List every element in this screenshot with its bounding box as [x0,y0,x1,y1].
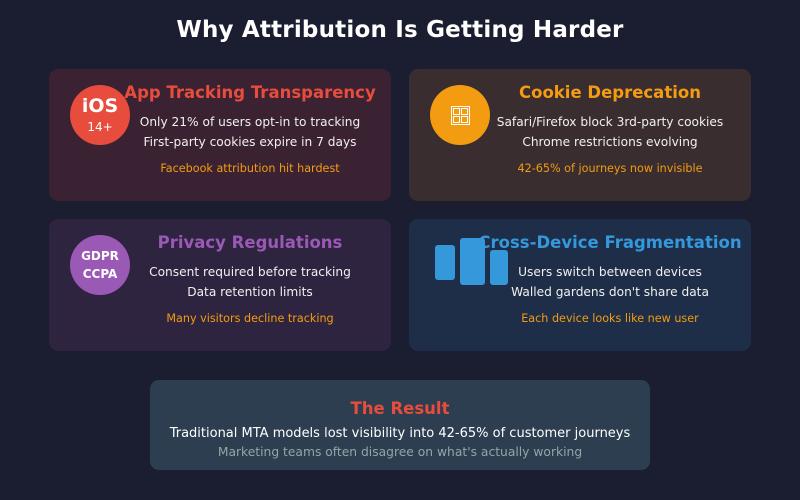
card-line: Walled gardens don't share data [511,285,709,299]
result-panel: The Result Traditional MTA models lost v… [150,380,650,470]
card-note: Each device looks like new user [521,312,699,325]
card-cross-device-fragmentation: Cross-Device Fragmentation Users switch … [409,219,751,351]
ios-version-label: 14+ [87,119,113,134]
ios-badge-label: iOS [81,94,119,117]
card-cookie-deprecation: Cookie Deprecation Safari/Firefox block … [409,69,751,201]
result-heading: The Result [350,399,450,418]
card-heading: Cross-Device Fragmentation [478,233,742,252]
gdpr-label: GDPR [81,249,119,263]
card-heading: Privacy Regulations [157,233,343,252]
result-subtext: Marketing teams often disagree on what's… [217,445,583,459]
card-line: Users switch between devices [518,265,702,279]
card-heading: Cookie Deprecation [519,83,701,102]
card-text: Cross-Device Fragmentation Users switch … [469,233,751,325]
phone-device-icon [490,250,508,285]
tablet-device-icon [435,245,455,280]
card-line: First-party cookies expire in 7 days [143,135,357,149]
card-line: Chrome restrictions evolving [522,135,698,149]
card-text: App Tracking Transparency Only 21% of us… [109,83,391,175]
cookie-glyph-icon [450,105,470,125]
gdpr-ccpa-badge-icon: GDPR CCPA [70,235,130,295]
card-text: Privacy Regulations Consent required bef… [109,233,391,325]
card-line: Only 21% of users opt-in to tracking [139,115,361,129]
card-note: Many visitors decline tracking [166,312,334,325]
cookie-icon [430,85,490,145]
card-privacy-regulations: GDPR CCPA Privacy Regulations Consent re… [49,219,391,351]
page-title: Why Attribution Is Getting Harder [176,17,624,43]
card-note: 42-65% of journeys now invisible [517,162,703,175]
result-statement: Traditional MTA models lost visibility i… [169,426,631,441]
desktop-device-icon [460,238,485,285]
card-text: Cookie Deprecation Safari/Firefox block … [469,83,751,175]
ccpa-label: CCPA [82,267,118,281]
card-line: Data retention limits [187,285,313,299]
card-line: Safari/Firefox block 3rd-party cookies [496,115,724,129]
card-line: Consent required before tracking [149,265,351,279]
ios-badge-icon: iOS 14+ [70,85,130,145]
card-note: Facebook attribution hit hardest [160,162,340,175]
card-app-tracking-transparency: iOS 14+ App Tracking Transparency Only 2… [49,69,391,201]
card-heading: App Tracking Transparency [124,83,376,102]
